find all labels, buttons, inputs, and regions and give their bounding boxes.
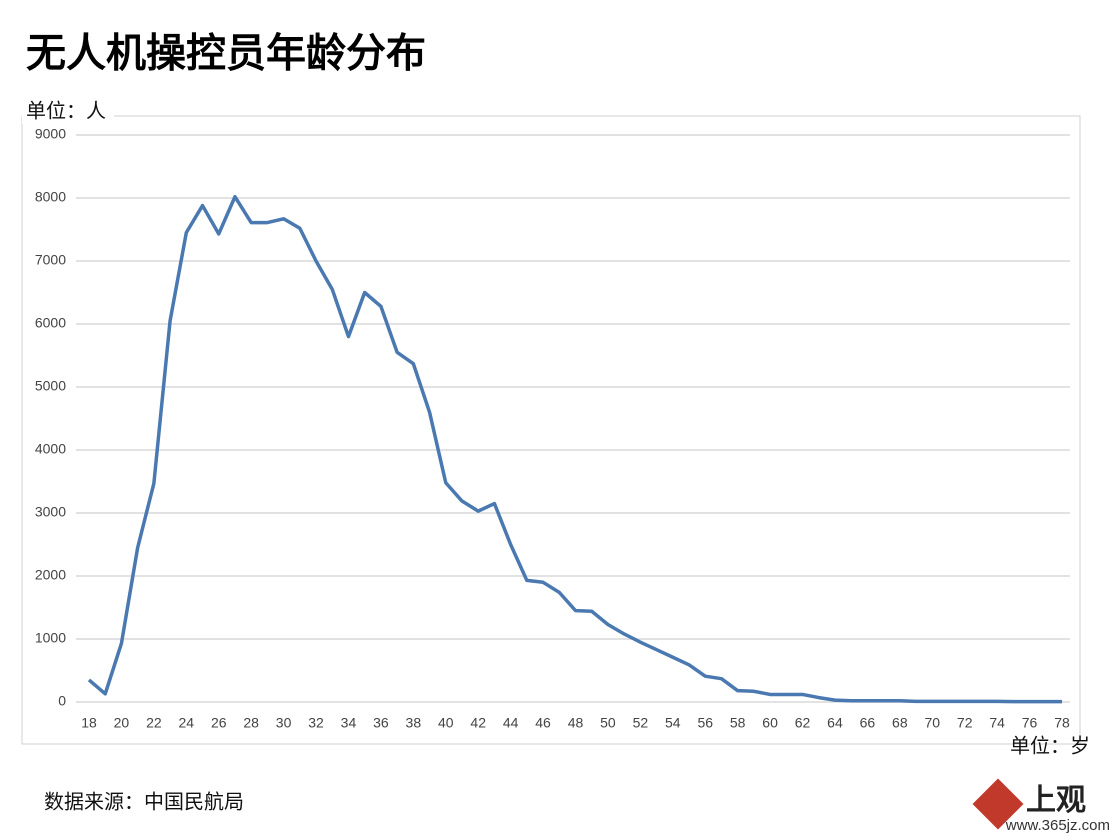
logo: 上观 www.365jz.com bbox=[972, 778, 1110, 834]
x-tick-label: 24 bbox=[179, 715, 195, 731]
x-tick-label: 62 bbox=[795, 715, 811, 731]
y-tick-label: 0 bbox=[58, 693, 66, 709]
y-tick-label: 1000 bbox=[35, 630, 66, 646]
x-tick-label: 50 bbox=[600, 715, 616, 731]
logo-icon bbox=[972, 778, 1024, 830]
x-tick-label: 18 bbox=[81, 715, 97, 731]
y-tick-label: 7000 bbox=[35, 252, 66, 268]
chart-title: 无人机操控员年龄分布 bbox=[26, 32, 426, 76]
x-tick-label: 34 bbox=[341, 715, 357, 731]
y-tick-label: 5000 bbox=[35, 378, 66, 394]
x-tick-label: 22 bbox=[146, 715, 162, 731]
plot-frame bbox=[21, 115, 1081, 745]
x-tick-label: 36 bbox=[373, 715, 389, 731]
x-tick-label: 38 bbox=[406, 715, 422, 731]
x-tick-label: 54 bbox=[665, 715, 681, 731]
x-tick-label: 56 bbox=[697, 715, 713, 731]
y-tick-label: 6000 bbox=[35, 315, 66, 331]
x-tick-label: 28 bbox=[243, 715, 259, 731]
data-line bbox=[87, 194, 1062, 704]
x-tick-label: 68 bbox=[892, 715, 908, 731]
x-tick-label: 64 bbox=[827, 715, 843, 731]
x-tick-label: 70 bbox=[924, 715, 940, 731]
x-tick-label: 46 bbox=[535, 715, 551, 731]
watermark: www.365jz.com bbox=[1005, 817, 1110, 834]
x-tick-label: 26 bbox=[211, 715, 227, 731]
y-tick-label: 2000 bbox=[35, 567, 66, 583]
x-tick-label: 58 bbox=[730, 715, 746, 731]
unit-bg bbox=[22, 100, 114, 124]
x-tick-label: 48 bbox=[568, 715, 584, 731]
x-tick-label: 52 bbox=[633, 715, 649, 731]
x-tick-label: 32 bbox=[308, 715, 324, 731]
x-tick-label: 60 bbox=[762, 715, 778, 731]
x-tick-label: 44 bbox=[503, 715, 519, 731]
y-tick-label: 8000 bbox=[35, 189, 66, 205]
x-tick-label: 40 bbox=[438, 715, 454, 731]
y-tick-label: 3000 bbox=[35, 504, 66, 520]
x-tick-label: 20 bbox=[114, 715, 130, 731]
x-tick-label: 72 bbox=[957, 715, 973, 731]
logo-text: 上观 bbox=[1026, 784, 1086, 817]
source: 数据来源：中国民航局 bbox=[44, 790, 244, 813]
x-tick-label: 78 bbox=[1054, 715, 1070, 731]
x-tick-label: 76 bbox=[1022, 715, 1038, 731]
y-tick-label: 4000 bbox=[35, 441, 66, 457]
y-unit: 单位：人 bbox=[26, 99, 106, 122]
x-tick-label: 66 bbox=[860, 715, 876, 731]
x-tick-label: 30 bbox=[276, 715, 292, 731]
y-tick-label: 9000 bbox=[35, 126, 66, 142]
x-unit: 单位：岁 bbox=[1010, 734, 1090, 757]
x-tick-label: 74 bbox=[989, 715, 1005, 731]
x-tick-label: 42 bbox=[470, 715, 486, 731]
